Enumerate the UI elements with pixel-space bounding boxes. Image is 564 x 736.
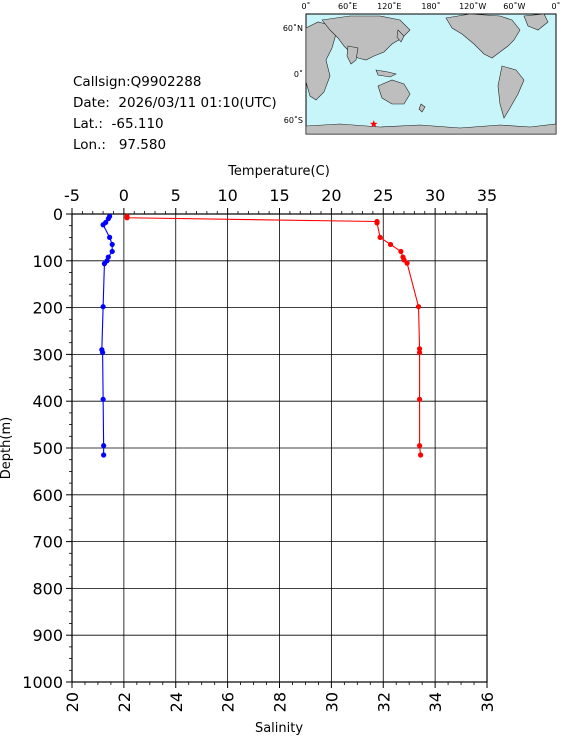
depth-tick-label: 800 — [32, 579, 63, 598]
temperature-tick-label: -5 — [64, 186, 80, 205]
temperature-data-point — [416, 349, 423, 356]
salinity-axis-label: Salinity — [255, 721, 303, 736]
station-info: Callsign:Q9902288 Date: 2026/03/11 01:10… — [73, 72, 277, 156]
temperature-data-point — [387, 241, 394, 248]
depth-tick-label: 300 — [32, 345, 63, 364]
salinity-tick-label: 28 — [271, 692, 290, 712]
temperature-data-point — [415, 304, 422, 310]
temperature-tick-label: 15 — [269, 186, 289, 205]
map-lat-label: 0˚ — [294, 69, 303, 79]
salinity-data-point — [101, 452, 107, 458]
temperature-tick-label: 5 — [171, 186, 181, 205]
temperature-data-point — [416, 346, 423, 352]
temperature-data-point — [404, 260, 410, 266]
map-lat-label: 60˚S — [284, 115, 303, 125]
temperature-tick-label: 25 — [373, 186, 393, 205]
map-lon-label: 0˚ — [301, 1, 310, 11]
salinity-tick-label: 30 — [322, 692, 341, 712]
temperature-data-point — [416, 443, 423, 449]
salinity-data-point — [101, 443, 107, 449]
salinity-data-point — [109, 241, 115, 248]
depth-tick-label: 600 — [32, 486, 63, 505]
latitude-text: Lat.: -65.110 — [73, 116, 164, 132]
star-icon — [369, 120, 378, 128]
salinity-tick-label: 34 — [426, 692, 445, 712]
salinity-data-point — [107, 234, 113, 240]
map-lon-label: 180˚ — [421, 1, 440, 11]
temperature-data-point — [374, 220, 380, 226]
depth-tick-label: 0 — [53, 205, 63, 224]
map-lon-label: 120˚W — [459, 1, 486, 11]
depth-tick-label: 500 — [32, 439, 63, 458]
depth-tick-label: 900 — [32, 626, 63, 645]
salinity-data-point — [100, 396, 106, 402]
temperature-tick-label: 0 — [119, 186, 129, 205]
temperature-tick-label: 35 — [477, 186, 497, 205]
depth-axis-label: Depth(m) — [0, 417, 14, 479]
map-lat-label: 60˚N — [283, 23, 303, 33]
depth-tick-label: 100 — [32, 252, 63, 271]
depth-tick-label: 700 — [32, 533, 63, 552]
map-lon-label: 60˚W — [503, 1, 525, 11]
temperature-axis-label: Temperature(C) — [227, 164, 330, 179]
salinity-data-point — [109, 248, 115, 255]
salinity-tick-label: 22 — [115, 692, 134, 712]
temperature-data-point — [124, 215, 130, 221]
temperature-tick-label: 20 — [321, 186, 341, 205]
temperature-data-point — [377, 234, 383, 240]
salinity-data-point — [100, 304, 106, 310]
salinity-data-point — [105, 216, 111, 222]
salinity-tick-label: 32 — [374, 692, 393, 712]
temperature-data-point — [416, 396, 423, 402]
temperature-data-point — [401, 257, 407, 263]
map-lon-label: 0˚ — [551, 1, 560, 11]
depth-tick-label: 400 — [32, 392, 63, 411]
longitude-text: Lon.: 97.580 — [73, 137, 167, 153]
map-lon-label: 120˚E — [377, 1, 401, 11]
map-lon-label: 60˚E — [338, 1, 357, 11]
date-text: Date: 2026/03/11 01:10(UTC) — [73, 95, 277, 111]
salinity-tick-label: 24 — [167, 692, 186, 712]
salinity-tick-label: 36 — [478, 692, 497, 712]
temperature-tick-label: 10 — [217, 186, 237, 205]
salinity-tick-label: 20 — [63, 692, 82, 712]
location-map: 0˚ 60˚E 120˚E 180˚ 120˚W 60˚W 0˚ 60˚N 0˚ 60˚S — [283, 1, 561, 135]
salinity-tick-label: 26 — [219, 692, 238, 712]
salinity-data-point — [100, 222, 106, 228]
map-land — [305, 13, 557, 135]
depth-tick-label: 1000 — [22, 673, 63, 692]
salinity-data-point — [101, 261, 108, 267]
salinity-data-point — [100, 349, 106, 356]
depth-tick-label: 200 — [32, 299, 63, 318]
callsign-text: Callsign:Q9902288 — [73, 74, 202, 90]
temperature-data-point — [398, 248, 404, 255]
temperature-tick-label: 30 — [425, 186, 445, 205]
temperature-data-point — [418, 452, 424, 458]
